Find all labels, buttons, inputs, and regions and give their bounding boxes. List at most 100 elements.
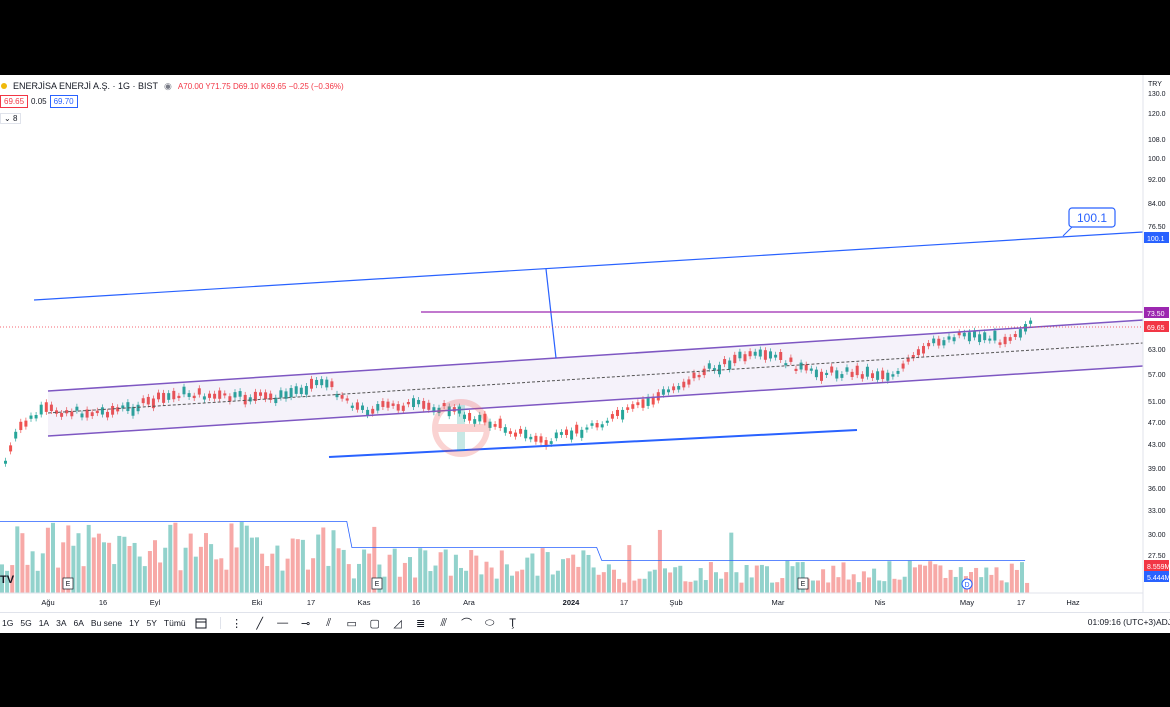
- time-axis[interactable]: Ağu 16 Eyl Eki 17 Kas 16 Ara 2024 17 Şub Mar Nis May 1…: [0, 592, 1143, 607]
- volume-bar: [178, 570, 183, 593]
- price-axis[interactable]: TRY 130.0 120.0 108.0 100.0 92.00 84.00 76.50 63…: [1142, 75, 1170, 612]
- volume-bar: [775, 582, 780, 593]
- timeframe-button[interactable]: Bu sene: [90, 618, 123, 628]
- channel-lower-line[interactable]: [47, 365, 1144, 437]
- tv-logo[interactable]: TV: [0, 574, 15, 586]
- candle: [697, 372, 701, 381]
- volume-bar: [107, 542, 112, 593]
- adj-button[interactable]: ADJ: [1155, 617, 1170, 627]
- support-trend-line[interactable]: [328, 429, 858, 458]
- volume-bar: [719, 578, 724, 593]
- volume-bar: [744, 565, 749, 593]
- price-chart[interactable]: 100.1 TRY 130.0 120.0 108.0 100.0 92.00 84.00 7…: [0, 75, 1170, 612]
- volume-bar: [571, 554, 576, 593]
- volume-bar: [810, 580, 815, 593]
- candle: [310, 375, 313, 392]
- candle: [723, 356, 727, 368]
- clock[interactable]: 01:09:16 (UTC+3): [1087, 617, 1156, 627]
- volume-bar: [861, 571, 866, 593]
- candle: [187, 390, 191, 400]
- candle: [70, 408, 74, 420]
- event-marker[interactable]: E: [62, 577, 74, 590]
- symbol-title[interactable]: ENERJİSA ENERJİ A.Ş. · 1G · BIST: [13, 81, 159, 91]
- callout-icon[interactable]: ▭: [346, 617, 357, 630]
- volume-bar: [851, 574, 856, 593]
- buy-button[interactable]: 69.70: [49, 95, 78, 108]
- candle: [253, 388, 257, 404]
- volume-tag: 8.559M: [1144, 560, 1170, 571]
- volume-bar: [443, 549, 448, 593]
- fib-icon[interactable]: ≣: [416, 617, 426, 630]
- timeframe-button[interactable]: 6A: [73, 618, 84, 628]
- eye-icon[interactable]: ◉: [164, 80, 172, 91]
- event-marker[interactable]: E: [797, 577, 809, 590]
- candle: [162, 389, 166, 406]
- close-value: K69.65: [260, 81, 287, 91]
- event-marker[interactable]: E: [371, 577, 383, 590]
- channel-midline[interactable]: [47, 342, 1144, 414]
- currency-label[interactable]: TRY: [1148, 81, 1162, 88]
- event-marker[interactable]: D: [961, 578, 973, 590]
- volume-bar: [999, 580, 1004, 593]
- volume-bar: [1025, 582, 1030, 593]
- rectangle-icon[interactable]: ▢: [369, 617, 380, 630]
- horizontal-line-icon[interactable]: —: [277, 617, 289, 629]
- timeframe-button[interactable]: 5Y: [146, 618, 157, 628]
- volume-bar: [316, 534, 321, 593]
- candle: [146, 393, 150, 408]
- volume-bar: [153, 540, 157, 593]
- volume-bar: [76, 533, 81, 593]
- candle: [100, 404, 104, 418]
- calendar-range-icon[interactable]: [191, 615, 211, 631]
- volume-bar: [392, 548, 397, 593]
- timeframe-button[interactable]: 1Y: [129, 618, 140, 628]
- volume-bar: [821, 569, 826, 593]
- sell-button[interactable]: 69.65: [0, 95, 29, 108]
- arc-icon[interactable]: ⌒: [461, 618, 473, 630]
- volume-bar: [311, 558, 316, 593]
- timeframe-button[interactable]: 3A: [56, 618, 67, 628]
- candle: [702, 365, 706, 379]
- price-tick: 43.00: [1148, 442, 1166, 449]
- target-label[interactable]: 100.1: [1062, 207, 1116, 237]
- candle: [299, 384, 303, 398]
- candle: [565, 426, 568, 439]
- svg-text:73.50: 73.50: [1147, 311, 1165, 318]
- volume-bar: [892, 578, 897, 593]
- channel-upper-line[interactable]: [47, 319, 1144, 392]
- candle: [631, 401, 635, 412]
- timeframe-button[interactable]: 1A: [38, 618, 50, 628]
- horizontal-ray-icon[interactable]: ⊸: [301, 617, 311, 630]
- projection-line[interactable]: [545, 268, 557, 359]
- cursor-icon[interactable]: ⋮: [231, 617, 243, 630]
- trend-line-icon[interactable]: ╱: [256, 617, 263, 630]
- chevron-down-icon: ⌄: [4, 114, 11, 123]
- volume-bar: [989, 574, 994, 593]
- volume-bar: [193, 556, 198, 593]
- timeframe-button[interactable]: Tümü: [163, 618, 186, 628]
- candle: [427, 399, 431, 413]
- volume-bar: [479, 574, 484, 593]
- target-trend-line[interactable]: [33, 231, 1144, 301]
- pitchfork-icon[interactable]: ⫽: [326, 616, 332, 629]
- volume-bar: [204, 533, 208, 593]
- parallel-channel-icon[interactable]: ⫻: [440, 616, 447, 629]
- volume-bar: [448, 575, 453, 593]
- volume-bar: [591, 567, 596, 593]
- candle: [539, 433, 543, 446]
- indicators-toggle[interactable]: ⌄ 8: [0, 113, 22, 124]
- volume-bar: [994, 567, 999, 593]
- volume-bar: [137, 556, 142, 593]
- brush-icon[interactable]: ◿: [393, 617, 402, 630]
- volume-bar: [0, 564, 4, 593]
- timeframe-button[interactable]: 1G: [2, 618, 14, 628]
- candle: [712, 365, 716, 374]
- ellipse-icon[interactable]: ⬭: [484, 616, 495, 629]
- volume-bar: [270, 553, 275, 593]
- volume-bar: [122, 536, 127, 593]
- text-icon[interactable]: Ţ: [509, 617, 517, 629]
- volume-bar: [372, 526, 377, 593]
- timeframe-button[interactable]: 5G: [20, 618, 32, 628]
- price-tick: 47.00: [1148, 420, 1166, 427]
